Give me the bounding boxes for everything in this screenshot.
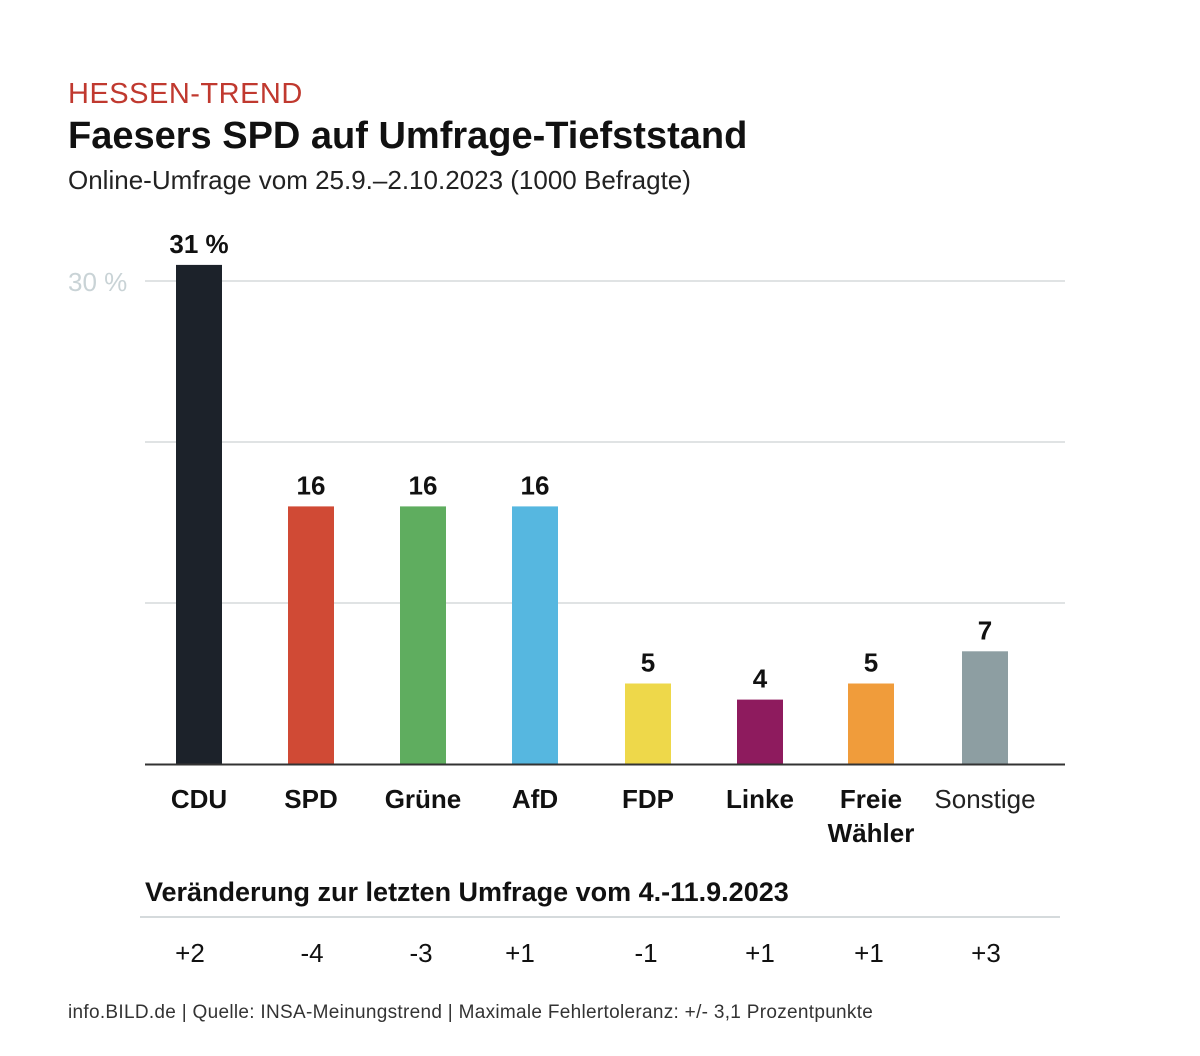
- bar-value-label: 16: [521, 470, 550, 500]
- chart-subtitle: Online-Umfrage vom 25.9.–2.10.2023 (1000…: [68, 165, 691, 195]
- change-value: -4: [300, 938, 323, 968]
- chart-title: Faesers SPD auf Umfrage-Tiefststand: [68, 115, 747, 157]
- gridlines: [145, 280, 1065, 604]
- category-label: SPD: [284, 784, 337, 814]
- bar-value-label: 5: [641, 648, 655, 678]
- chart-kicker: HESSEN-TREND: [68, 78, 303, 110]
- bar-freie-wähler: [848, 683, 894, 764]
- bar-fdp: [625, 683, 671, 764]
- footer-source: info.BILD.de | Quelle: INSA-Meinungstren…: [68, 1002, 873, 1023]
- bar-value-label: 5: [864, 648, 878, 678]
- change-value: +1: [854, 938, 884, 968]
- bar-grüne: [400, 506, 446, 764]
- change-value: +2: [175, 938, 205, 968]
- bar-sonstige: [962, 651, 1008, 764]
- bar-afd: [512, 506, 558, 764]
- bar-value-label: 4: [753, 664, 768, 694]
- bar-value-label: 16: [297, 470, 326, 500]
- category-labels: CDU SPD Grüne AfD FDP Linke Freie Wähler Sonstig…: [171, 784, 1036, 848]
- bar-value-label: 7: [978, 615, 992, 645]
- bar-value-label: 31 %: [169, 229, 228, 259]
- change-values: +2 -4 -3 +1 -1 +1 +1 +3: [175, 938, 1001, 968]
- change-value: -1: [634, 938, 657, 968]
- change-title: Veränderung zur letzten Umfrage vom 4.-1…: [145, 877, 789, 907]
- change-value: +1: [745, 938, 775, 968]
- bar-cdu: [176, 264, 222, 764]
- category-label: FDP: [622, 784, 674, 814]
- change-value: +1: [505, 938, 535, 968]
- change-value: -3: [409, 938, 432, 968]
- bar-spd: [288, 506, 334, 764]
- category-label: Grüne: [385, 784, 462, 814]
- change-value: +3: [971, 938, 1001, 968]
- bar-linke: [737, 699, 783, 764]
- category-label: AfD: [512, 784, 558, 814]
- bar-value-label: 16: [409, 470, 438, 500]
- y-tick-label: 30 %: [68, 267, 127, 297]
- category-label: Freie Wähler: [828, 784, 915, 848]
- category-label: Sonstige: [934, 784, 1035, 814]
- category-label: Linke: [726, 784, 794, 814]
- category-label: CDU: [171, 784, 227, 814]
- bars: 31 % 16 16 16 5 4 5 7: [169, 229, 1008, 764]
